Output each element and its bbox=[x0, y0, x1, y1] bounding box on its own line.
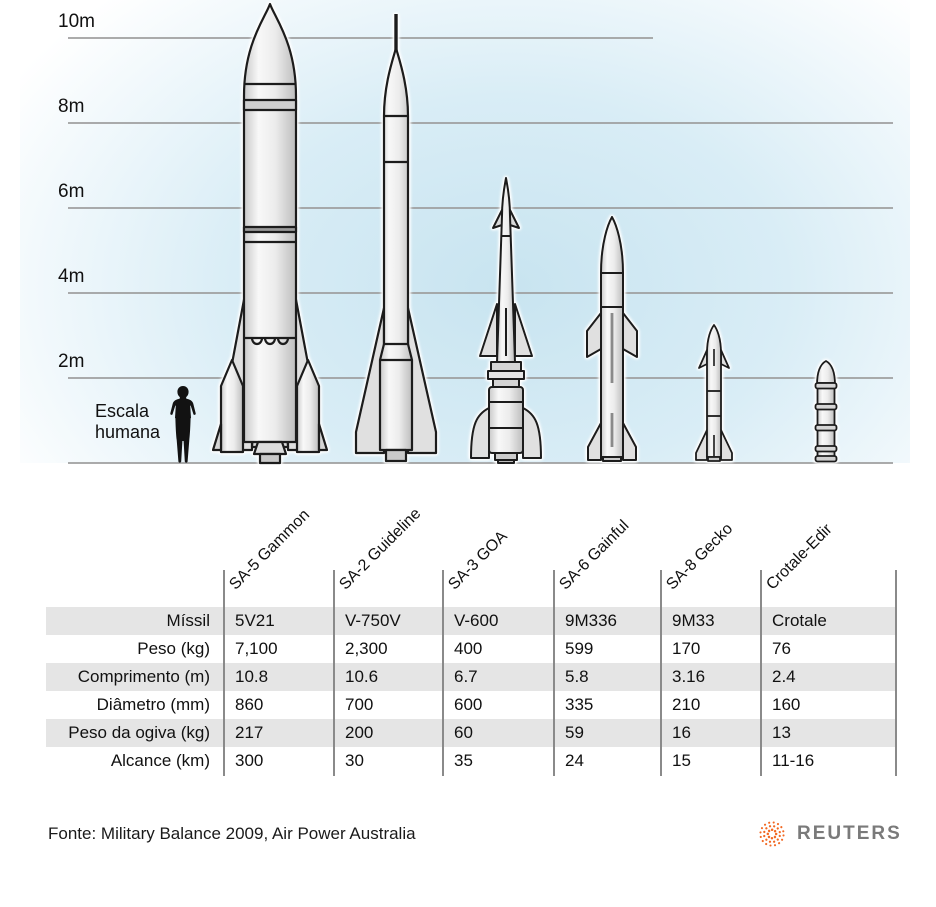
column-divider bbox=[760, 570, 762, 776]
missile-sa-2-guideline bbox=[354, 14, 438, 463]
row-label: Míssil bbox=[166, 611, 210, 630]
tick-label-6m: 6m bbox=[58, 181, 85, 202]
tick-label-10m: 10m bbox=[58, 11, 95, 32]
table-row: Alcance (km) 300 30 35 24 15 11-16 bbox=[46, 747, 895, 775]
gridline-6m bbox=[68, 207, 893, 209]
table-cell: 700 bbox=[345, 695, 374, 714]
column-header-1: SA-5 Gammon bbox=[226, 506, 314, 594]
table-cell: 60 bbox=[454, 723, 473, 742]
reuters-wordmark: REUTERS bbox=[797, 823, 902, 844]
table-cell: 860 bbox=[235, 695, 264, 714]
tick-label-8m: 8m bbox=[58, 96, 85, 117]
table-cell: 7,100 bbox=[235, 639, 278, 658]
missile-sa-6-gainful bbox=[586, 216, 638, 462]
table-cell: 6.7 bbox=[454, 667, 478, 686]
missile-sa-5-gammon bbox=[212, 2, 328, 465]
table-column-headers: SA-5 Gammon SA-2 Guideline SA-3 GOA SA-6 Ga… bbox=[0, 488, 936, 600]
table-cell: 300 bbox=[235, 751, 264, 770]
table-cell: 10.6 bbox=[345, 667, 379, 686]
gridline-2m bbox=[68, 377, 893, 379]
column-divider bbox=[223, 570, 225, 776]
gridline-10m bbox=[68, 37, 653, 39]
row-label: Peso (kg) bbox=[137, 639, 210, 658]
table-cell: 217 bbox=[235, 723, 264, 742]
gridline-4m bbox=[68, 292, 893, 294]
table-cell: 335 bbox=[565, 695, 594, 714]
table-cell: 16 bbox=[672, 723, 691, 742]
table-cell: 210 bbox=[672, 695, 701, 714]
table-cell: 400 bbox=[454, 639, 483, 658]
table-cell: 15 bbox=[672, 751, 691, 770]
table-cell: 600 bbox=[454, 695, 483, 714]
column-divider bbox=[553, 570, 555, 776]
baseline bbox=[68, 462, 893, 464]
table-row: Peso da ogiva (kg) 217 200 60 59 16 13 bbox=[46, 719, 895, 747]
column-header-4: SA-6 Gainful bbox=[556, 517, 633, 594]
reuters-logo: REUTERS bbox=[756, 818, 902, 850]
table-cell: 10.8 bbox=[235, 667, 269, 686]
table-cell: 5.8 bbox=[565, 667, 589, 686]
gridline-8m bbox=[68, 122, 893, 124]
row-label: Alcance (km) bbox=[110, 751, 210, 770]
table-cell: 9M336 bbox=[565, 611, 617, 630]
table-row: Peso (kg) 7,100 2,300 400 599 170 76 bbox=[46, 635, 895, 663]
table-cell: 5V21 bbox=[235, 611, 275, 630]
table-cell: 11-16 bbox=[772, 751, 815, 770]
table-cell: 35 bbox=[454, 751, 473, 770]
table-cell: 76 bbox=[772, 639, 791, 658]
column-header-3: SA-3 GOA bbox=[445, 527, 511, 594]
table-cell: 2.4 bbox=[772, 667, 796, 686]
row-label: Diâmetro (mm) bbox=[96, 695, 210, 714]
table-cell: 599 bbox=[565, 639, 594, 658]
table-cell: 30 bbox=[345, 751, 364, 770]
table-cell: 2,300 bbox=[345, 639, 388, 658]
column-header-6: Crotale-Edir bbox=[763, 520, 836, 594]
table-cell: 13 bbox=[772, 723, 791, 742]
reuters-emblem-icon bbox=[759, 821, 785, 847]
table-cell: 160 bbox=[772, 695, 801, 714]
row-label: Comprimento (m) bbox=[77, 667, 210, 686]
column-divider bbox=[895, 570, 897, 776]
column-divider bbox=[660, 570, 662, 776]
column-header-5: SA-8 Gecko bbox=[663, 520, 737, 594]
table-cell: 200 bbox=[345, 723, 374, 742]
column-divider bbox=[333, 570, 335, 776]
table-row: Comprimento (m) 10.8 10.6 6.7 5.8 3.16 2.4 bbox=[46, 663, 895, 691]
sky-gradient-background bbox=[20, 0, 910, 463]
table-cell: 3.16 bbox=[672, 667, 706, 686]
table-cell: Crotale bbox=[772, 611, 827, 630]
missile-crotale-edir bbox=[814, 360, 838, 463]
missile-sa-3-goa bbox=[470, 177, 542, 464]
table-cell: V-600 bbox=[454, 611, 499, 630]
row-label: Peso da ogiva (kg) bbox=[68, 723, 210, 742]
table-row: Míssil 5V21 V-750V V-600 9M336 9M33 Crotale bbox=[46, 607, 895, 635]
tick-label-4m: 4m bbox=[58, 266, 85, 287]
missile-sa-8-gecko bbox=[695, 324, 733, 462]
table-row: Diâmetro (mm) 860 700 600 335 210 160 bbox=[46, 691, 895, 719]
column-header-2: SA-2 Guideline bbox=[336, 505, 425, 594]
size-comparison-chart: 10m 8m 6m 4m 2m Escala humana bbox=[20, 0, 910, 465]
table-cell: 9M33 bbox=[672, 611, 715, 630]
column-divider bbox=[442, 570, 444, 776]
tick-label-2m: 2m bbox=[58, 351, 85, 372]
table-cell: 170 bbox=[672, 639, 701, 658]
table-cell: 59 bbox=[565, 723, 584, 742]
source-credit: Fonte: Military Balance 2009, Air Power … bbox=[48, 824, 416, 843]
table-cell: 24 bbox=[565, 751, 584, 770]
human-scale-label: Escala humana bbox=[95, 401, 161, 442]
human-silhouette bbox=[170, 386, 196, 463]
table-cell: V-750V bbox=[345, 611, 401, 630]
